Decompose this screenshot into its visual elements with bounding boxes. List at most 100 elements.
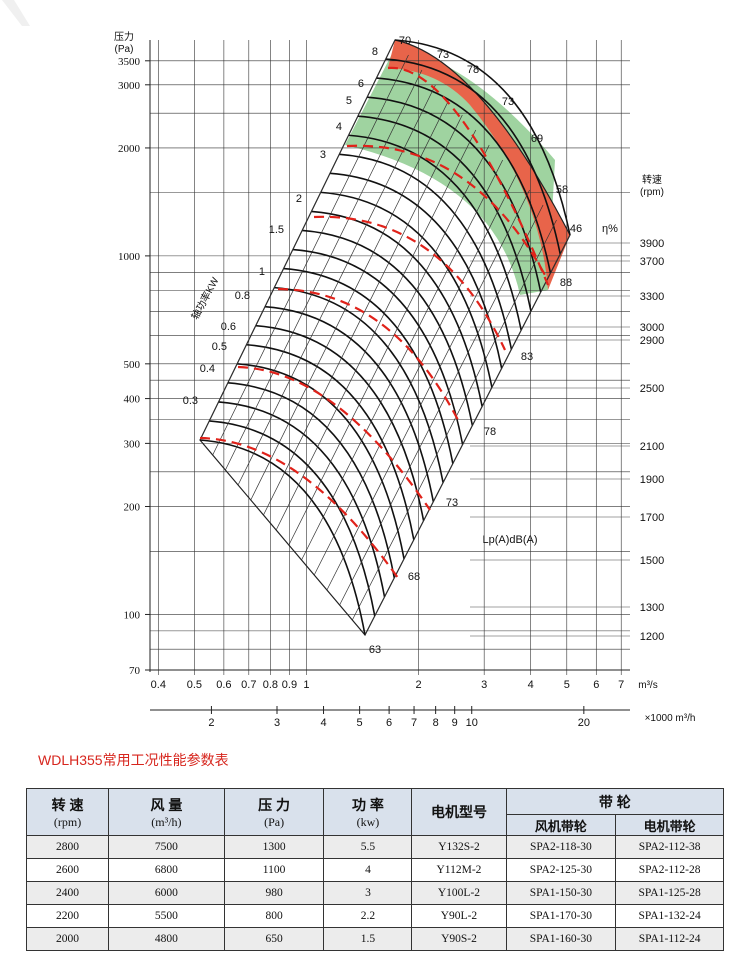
y-tick-label: 400 [124,394,141,406]
table-cell: 4800 [108,927,225,951]
power-label: 3 [320,149,326,161]
power-label: 2 [296,193,302,205]
performance-table: 转 速 (rpm) 风 量 (m³/h) 压 力 (Pa) 功 率 (kw) 电机型号 … [25,788,725,951]
table-cell: SPA1-132-24 [615,904,724,928]
speed-curve [394,39,571,236]
table-title: WDLH355常用工况性能参数表 [38,752,229,768]
iso-line [199,39,396,441]
speed-curve [209,420,376,617]
power-label: 8 [372,46,378,58]
table-cell: 4 [323,858,413,882]
table-row: 2600 6800 1100 4 Y112M-2 SPA2-125-30 SPA2-112-… [25,858,724,882]
x-tick-label: 0.6 [216,679,231,691]
x2-tick-label: 20 [578,717,590,729]
y-tick-label: 300 [124,438,141,450]
speed-tick-label: 2500 [640,383,664,395]
iso-line [326,189,530,591]
speed-curve [237,363,405,559]
x-tick-label: 5 [564,679,570,691]
table-cell: SPA1-170-30 [505,904,617,928]
iso-line [351,219,557,621]
table-cell: 2400 [25,881,110,905]
table-row: 2400 6000 980 3 Y100L-2 SPA1-150-30 SPA1-125-2… [25,881,724,905]
x-tick-label: 3 [481,679,487,691]
y-tick-label: 100 [124,609,141,621]
x-tick-label: 2 [416,679,422,691]
x-tick-label: 0.4 [151,679,166,691]
speed-curve [255,324,425,521]
speed-tick-label: 1900 [640,474,664,486]
iso-line [339,204,544,606]
iso-line [237,84,436,486]
noise-label: 88 [560,277,572,289]
x-tick-label: 4 [528,679,534,691]
speed-tick-label: 2100 [640,441,664,453]
power-label: 6 [358,78,364,90]
y-tick-label: 3000 [118,80,141,92]
table-cell: Y90S-2 [411,927,507,951]
fan-performance-chart: 70 100 200 300 400 500 1000 2000 3000 3500 0.4 0.5 0… [114,30,695,729]
speed-tick-label: 3300 [640,291,664,303]
y-axis-unit: (Pa) [115,44,134,55]
table-cell: 2000 [25,927,110,951]
efficiency-dashed-curve [346,144,546,276]
y-tick-label: 500 [124,359,141,371]
speed-curve [329,172,503,369]
y-tick-label: 1000 [118,251,141,263]
efficiency-axis-label: η% [602,223,618,235]
x2-tick-label: 7 [411,717,417,729]
x2-axis-unit: ×1000 m³/h [645,713,696,724]
power-label: 0.3 [183,395,198,407]
table-cell: 980 [223,881,325,905]
speed-curve [246,343,415,540]
speed-axis-label: 转速 [642,173,662,186]
x-tick-label: 7 [618,679,624,691]
header-flow: 风 量 (m³/h) [108,788,225,836]
x2-tick-label: 3 [274,717,280,729]
speed-tick-label: 3700 [640,256,664,268]
x-tick-label: 0.7 [241,679,256,691]
x2-tick-label: 2 [208,717,214,729]
x2-tick-label: 5 [357,717,363,729]
header-fan-pulley: 风机带轮 [505,814,617,836]
header-pulley: 带 轮 [505,788,725,815]
y-tick-label: 200 [124,502,141,514]
envelope [199,39,571,637]
x2-tick-label: 10 [466,717,478,729]
speed-curve [385,58,562,255]
table-cell: 6000 [108,881,225,905]
efficiency-label: 73 [437,49,449,61]
table-cell: 2.2 [323,904,413,928]
header-motor-pulley: 电机带轮 [615,814,724,836]
speed-curve [376,77,552,274]
iso-line [301,159,504,561]
table-cell: 5500 [108,904,225,928]
speed-tick-label: 2900 [640,335,664,347]
x-tick-label: 0.9 [282,679,297,691]
x-axis-unit: m³/s [638,680,657,691]
noise-label: 68 [408,571,420,583]
efficiency-label: 69 [531,133,543,145]
table-row: 2800 7500 1300 5.5 Y132S-2 SPA2-118-30 SPA2-11… [25,835,724,859]
iso-line [313,174,517,576]
table-cell: SPA2-125-30 [505,858,617,882]
efficiency-label: 73 [502,96,514,108]
x-tick-label: 6 [593,679,599,691]
table-cell: SPA1-150-30 [505,881,617,905]
speed-curve [274,286,444,483]
green-zone [345,48,555,295]
speed-curve [311,210,483,407]
efficiency-dashed-curve [237,365,431,511]
speed-curve [227,382,396,579]
iso-line [263,114,463,516]
watermark-logo-icon [2,0,30,26]
table-cell: Y112M-2 [411,858,507,882]
table-cell: SPA1-125-28 [615,881,724,905]
efficiency-label: 46 [570,223,582,235]
axes: 70 100 200 300 400 500 1000 2000 3000 3500 0.4 0.5 0… [114,30,695,729]
power-axis-label: 轴功率KW [188,274,221,321]
table-cell: 1100 [223,858,325,882]
chart-svg: 70 100 200 300 400 500 1000 2000 3000 3500 0.4 0.5 0… [114,30,695,729]
header-motor: 电机型号 [411,788,507,836]
speed-tick-label: 1500 [640,555,664,567]
